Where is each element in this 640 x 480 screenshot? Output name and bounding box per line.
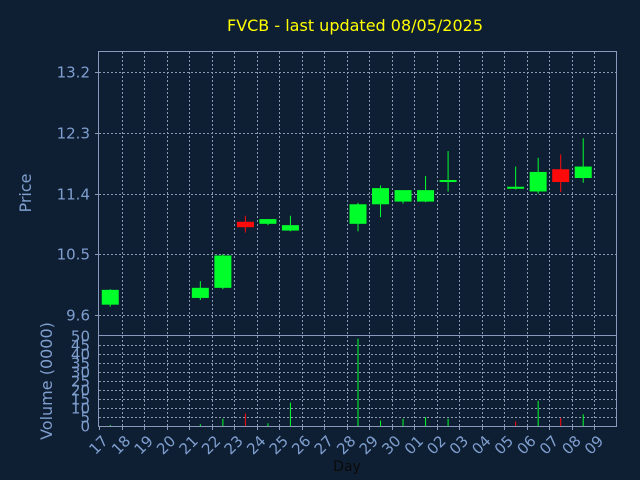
price-tick-label: 12.3 xyxy=(57,125,90,143)
candle-body xyxy=(214,255,232,288)
candle-body xyxy=(372,188,390,205)
candle-body xyxy=(529,171,547,192)
candle-body xyxy=(349,204,367,224)
price-tick-label: 13.2 xyxy=(57,64,90,82)
candle-body xyxy=(394,190,412,202)
volume-tick-label: 30 xyxy=(71,364,90,382)
volume-tick-label: 50 xyxy=(71,328,90,346)
price-tick-label: 10.5 xyxy=(57,246,90,264)
volume-tick-label: 0 xyxy=(80,418,90,436)
volume-grid xyxy=(99,336,617,426)
candle-body xyxy=(236,221,254,228)
volume-tick-label: 15 xyxy=(71,391,90,409)
price-tick-labels: 9.6 10.5 11.4 12.3 13.2 xyxy=(57,64,99,325)
price-grid xyxy=(99,52,617,335)
candle-body xyxy=(191,287,209,298)
volume-tick-label: 45 xyxy=(71,337,90,355)
candle-body xyxy=(417,190,435,202)
volume-tick-label: 5 xyxy=(80,409,90,427)
candle-body xyxy=(281,225,299,231)
volume-tick-label: 35 xyxy=(71,355,90,373)
x-axis-label: Day xyxy=(333,459,361,475)
candle-body xyxy=(439,180,457,183)
price-candles xyxy=(101,138,592,307)
price-tick-label: 9.6 xyxy=(66,307,90,325)
candle-body xyxy=(574,166,592,179)
candle-body xyxy=(507,186,525,189)
candle-body xyxy=(101,289,119,305)
day-tick-labels: 1718192021222324252627282930010203040506… xyxy=(86,426,607,458)
price-panel-border xyxy=(98,51,617,336)
day-tick-label: 09 xyxy=(581,432,607,458)
candle-body xyxy=(259,219,277,224)
volume-tick-label: 10 xyxy=(71,400,90,418)
volume-tick-label: 25 xyxy=(71,373,90,391)
volume-tick-label: 40 xyxy=(71,346,90,364)
chart-title: FVCB - last updated 08/05/2025 xyxy=(227,16,483,35)
volume-axis-label: Volume (0000) xyxy=(37,322,56,440)
candle-body xyxy=(552,169,570,183)
price-tick-label: 11.4 xyxy=(57,186,90,204)
y-axis-label: Price xyxy=(16,173,35,212)
volume-bars xyxy=(109,338,584,426)
volume-tick-label: 20 xyxy=(71,382,90,400)
